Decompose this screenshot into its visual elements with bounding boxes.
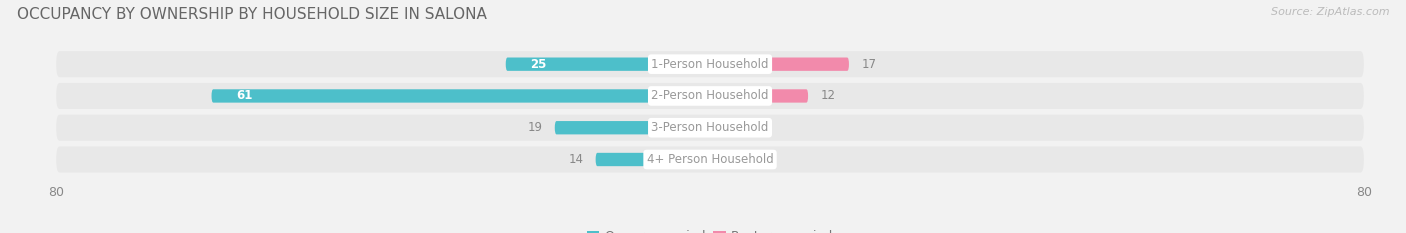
FancyBboxPatch shape — [710, 121, 751, 134]
FancyBboxPatch shape — [710, 89, 808, 103]
Text: 19: 19 — [527, 121, 543, 134]
Text: 0: 0 — [763, 153, 770, 166]
Text: 14: 14 — [568, 153, 583, 166]
FancyBboxPatch shape — [56, 51, 1364, 77]
FancyBboxPatch shape — [710, 153, 751, 166]
Text: 1-Person Household: 1-Person Household — [651, 58, 769, 71]
FancyBboxPatch shape — [56, 83, 1364, 109]
FancyBboxPatch shape — [710, 58, 849, 71]
FancyBboxPatch shape — [596, 153, 710, 166]
FancyBboxPatch shape — [56, 147, 1364, 172]
Text: 61: 61 — [236, 89, 253, 103]
FancyBboxPatch shape — [555, 121, 710, 134]
Text: 0: 0 — [763, 121, 770, 134]
Text: OCCUPANCY BY OWNERSHIP BY HOUSEHOLD SIZE IN SALONA: OCCUPANCY BY OWNERSHIP BY HOUSEHOLD SIZE… — [17, 7, 486, 22]
FancyBboxPatch shape — [211, 89, 710, 103]
Text: 17: 17 — [862, 58, 876, 71]
Text: 25: 25 — [530, 58, 547, 71]
FancyBboxPatch shape — [56, 115, 1364, 141]
Text: 12: 12 — [820, 89, 835, 103]
Text: 3-Person Household: 3-Person Household — [651, 121, 769, 134]
FancyBboxPatch shape — [506, 58, 710, 71]
Legend: Owner-occupied, Renter-occupied: Owner-occupied, Renter-occupied — [582, 225, 838, 233]
Text: 2-Person Household: 2-Person Household — [651, 89, 769, 103]
Text: Source: ZipAtlas.com: Source: ZipAtlas.com — [1271, 7, 1389, 17]
Text: 4+ Person Household: 4+ Person Household — [647, 153, 773, 166]
